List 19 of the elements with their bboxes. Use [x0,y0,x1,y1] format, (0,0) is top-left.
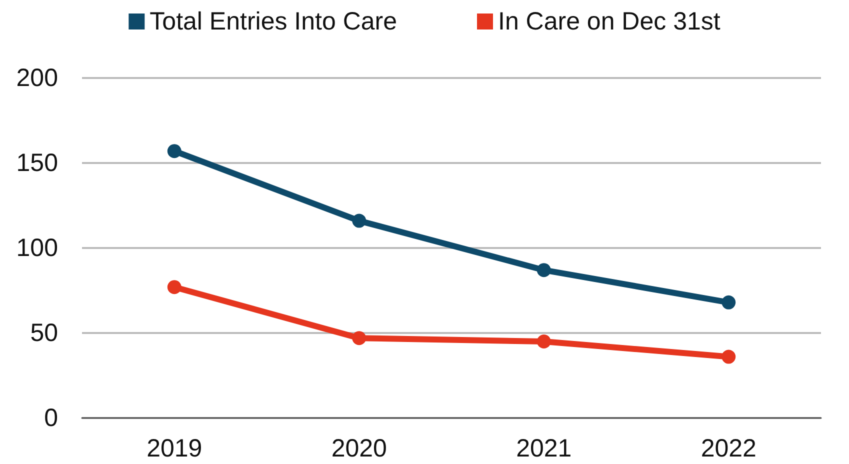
y-tick-label: 50 [30,319,58,347]
point [352,331,366,346]
point [167,280,182,294]
point [536,334,551,348]
legend-label: Total Entries Into Care [150,8,398,36]
point [536,263,551,278]
point [722,295,736,310]
y-tick-label: 150 [16,149,58,177]
y-tick-label: 200 [16,64,58,92]
point [352,214,366,228]
point [722,350,736,364]
x-tick-label: 2022 [700,434,756,462]
x-tick-label: 2020 [331,434,387,462]
y-tick-label: 100 [16,234,58,262]
y-tick-label: 0 [44,404,58,432]
legend-label: In Care on Dec 31st [498,8,720,36]
x-tick-label: 2021 [516,434,572,462]
point [167,144,182,158]
x-tick-label: 2019 [146,434,202,462]
